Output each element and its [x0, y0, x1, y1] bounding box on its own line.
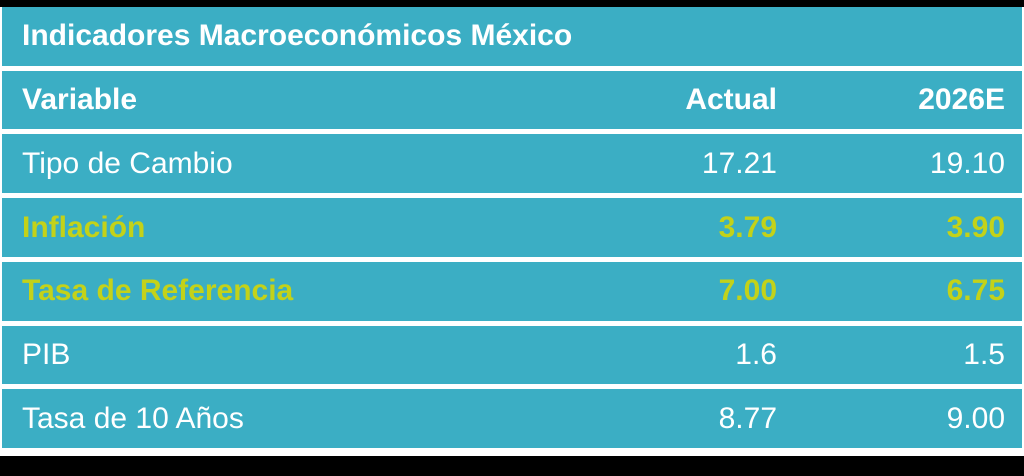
- cell-variable: Tipo de Cambio: [22, 146, 233, 180]
- bottom-black-border: [0, 456, 1024, 476]
- cell-2026e: 9.00: [946, 401, 1005, 435]
- cell-variable: PIB: [22, 337, 71, 371]
- cell-2026e: 6.75: [946, 274, 1005, 308]
- cell-2026e: 19.10: [929, 146, 1005, 180]
- top-black-border: [0, 0, 1024, 7]
- header-actual: Actual: [685, 83, 777, 117]
- cell-2026e: 1.5: [963, 337, 1005, 371]
- cell-2026e: 3.90: [946, 210, 1005, 244]
- table-row: PIB 1.6 1.5: [2, 325, 1022, 385]
- bottom-white-gap: [0, 448, 1024, 456]
- cell-actual: 17.21: [701, 146, 777, 180]
- table-row: Tasa de Referencia 7.00 6.75: [2, 261, 1022, 321]
- cell-variable: Tasa de Referencia: [22, 274, 294, 308]
- cell-variable: Inflación: [22, 210, 146, 244]
- cell-actual: 3.79: [718, 210, 777, 244]
- table-row: Inflación 3.79 3.90: [2, 198, 1022, 257]
- cell-actual: 1.6: [735, 337, 777, 371]
- table-header-row: Variable Actual 2026E: [2, 70, 1022, 130]
- cell-actual: 8.77: [718, 401, 777, 435]
- header-2026e: 2026E: [918, 83, 1005, 117]
- table-body: Indicadores Macroeconómicos México Varia…: [0, 7, 1024, 449]
- cell-variable: Tasa de 10 Años: [22, 401, 244, 435]
- table-title-row: Indicadores Macroeconómicos México: [2, 7, 1022, 66]
- table-title: Indicadores Macroeconómicos México: [22, 19, 573, 53]
- table-row: Tipo de Cambio 17.21 19.10: [2, 134, 1022, 194]
- header-variable: Variable: [22, 83, 138, 117]
- cell-actual: 7.00: [718, 274, 777, 308]
- table-row: Tasa de 10 Años 8.77 9.00: [2, 389, 1022, 449]
